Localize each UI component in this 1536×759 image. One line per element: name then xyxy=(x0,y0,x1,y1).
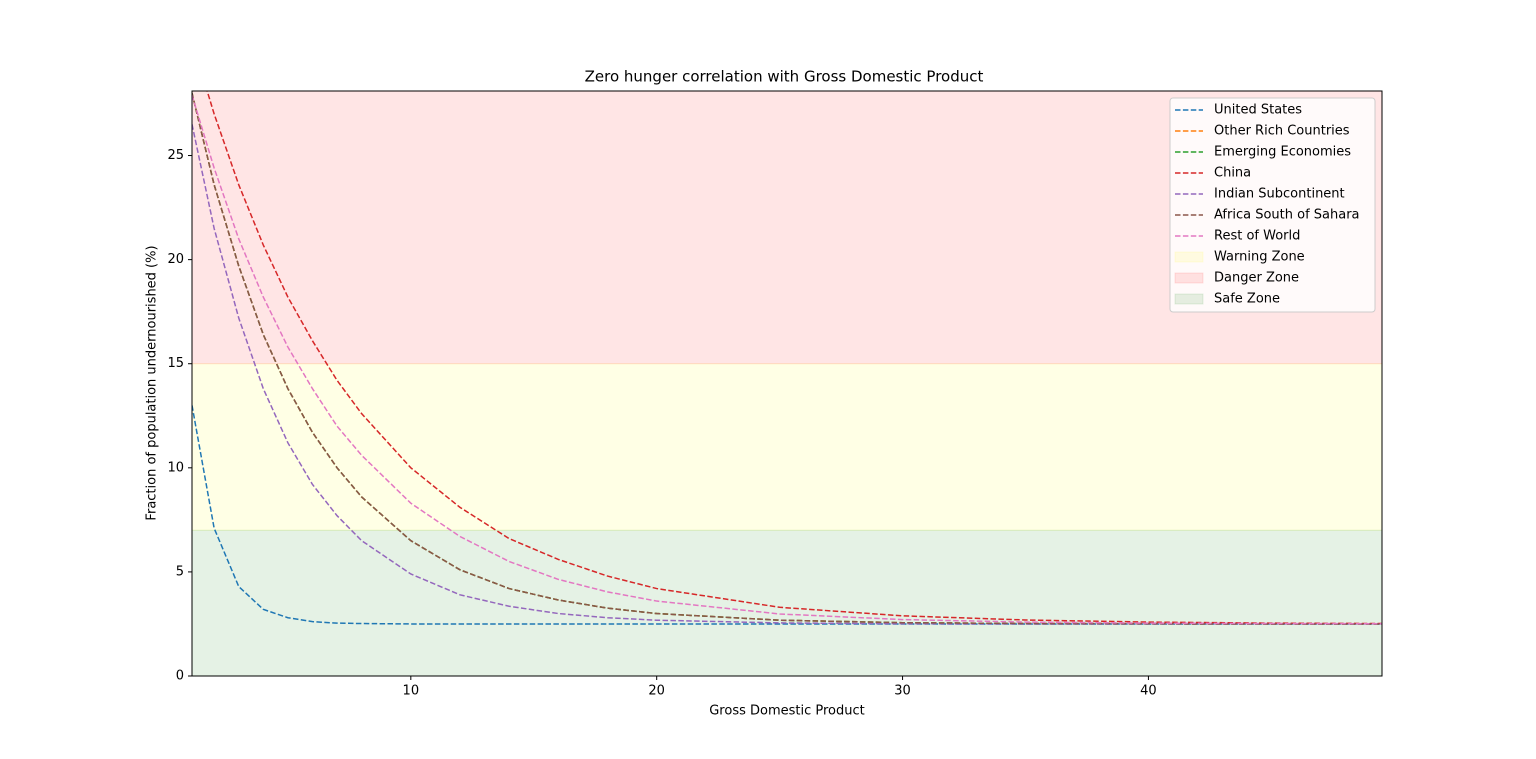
lines xyxy=(192,91,1382,625)
legend-swatch xyxy=(1174,272,1204,284)
x-tick-label: 20 xyxy=(648,684,665,699)
legend-label: Emerging Economies xyxy=(1214,145,1351,160)
zone xyxy=(192,363,1382,531)
x-axis-label: Gross Domestic Product xyxy=(709,704,865,719)
legend-label: Africa South of Sahara xyxy=(1214,208,1360,223)
legend-swatch xyxy=(1174,293,1204,305)
series-line xyxy=(192,94,1382,625)
legend-label: Other Rich Countries xyxy=(1214,124,1350,139)
y-axis-label: Fraction of population undernourished (%… xyxy=(145,245,160,520)
zone xyxy=(192,529,1382,676)
x-tick-label: 40 xyxy=(1140,684,1157,699)
x-tick-label: 30 xyxy=(894,684,911,699)
y-tick-label: 15 xyxy=(167,356,184,371)
legend-swatch xyxy=(1174,251,1204,263)
legend-box xyxy=(1169,97,1376,313)
y-tick-label: 10 xyxy=(167,460,184,475)
legend-label: United States xyxy=(1214,103,1302,118)
chart-title: Zero hunger correlation with Gross Domes… xyxy=(585,68,984,86)
y-tick-label: 5 xyxy=(176,564,184,579)
legend-label: Rest of World xyxy=(1214,229,1300,244)
x-tick-label: 10 xyxy=(403,684,420,699)
legend-label: Danger Zone xyxy=(1214,271,1299,286)
legend-label: Indian Subcontinent xyxy=(1214,187,1345,202)
series-line xyxy=(206,91,1382,625)
legend-label: China xyxy=(1214,166,1251,181)
y-tick-label: 0 xyxy=(176,669,184,684)
y-tick-label: 25 xyxy=(167,148,184,163)
legend-label: Warning Zone xyxy=(1214,250,1305,265)
series-line xyxy=(192,92,1382,625)
legend-label: Safe Zone xyxy=(1214,292,1280,307)
plot-frame xyxy=(191,90,1383,677)
y-tick-label: 20 xyxy=(167,252,184,267)
